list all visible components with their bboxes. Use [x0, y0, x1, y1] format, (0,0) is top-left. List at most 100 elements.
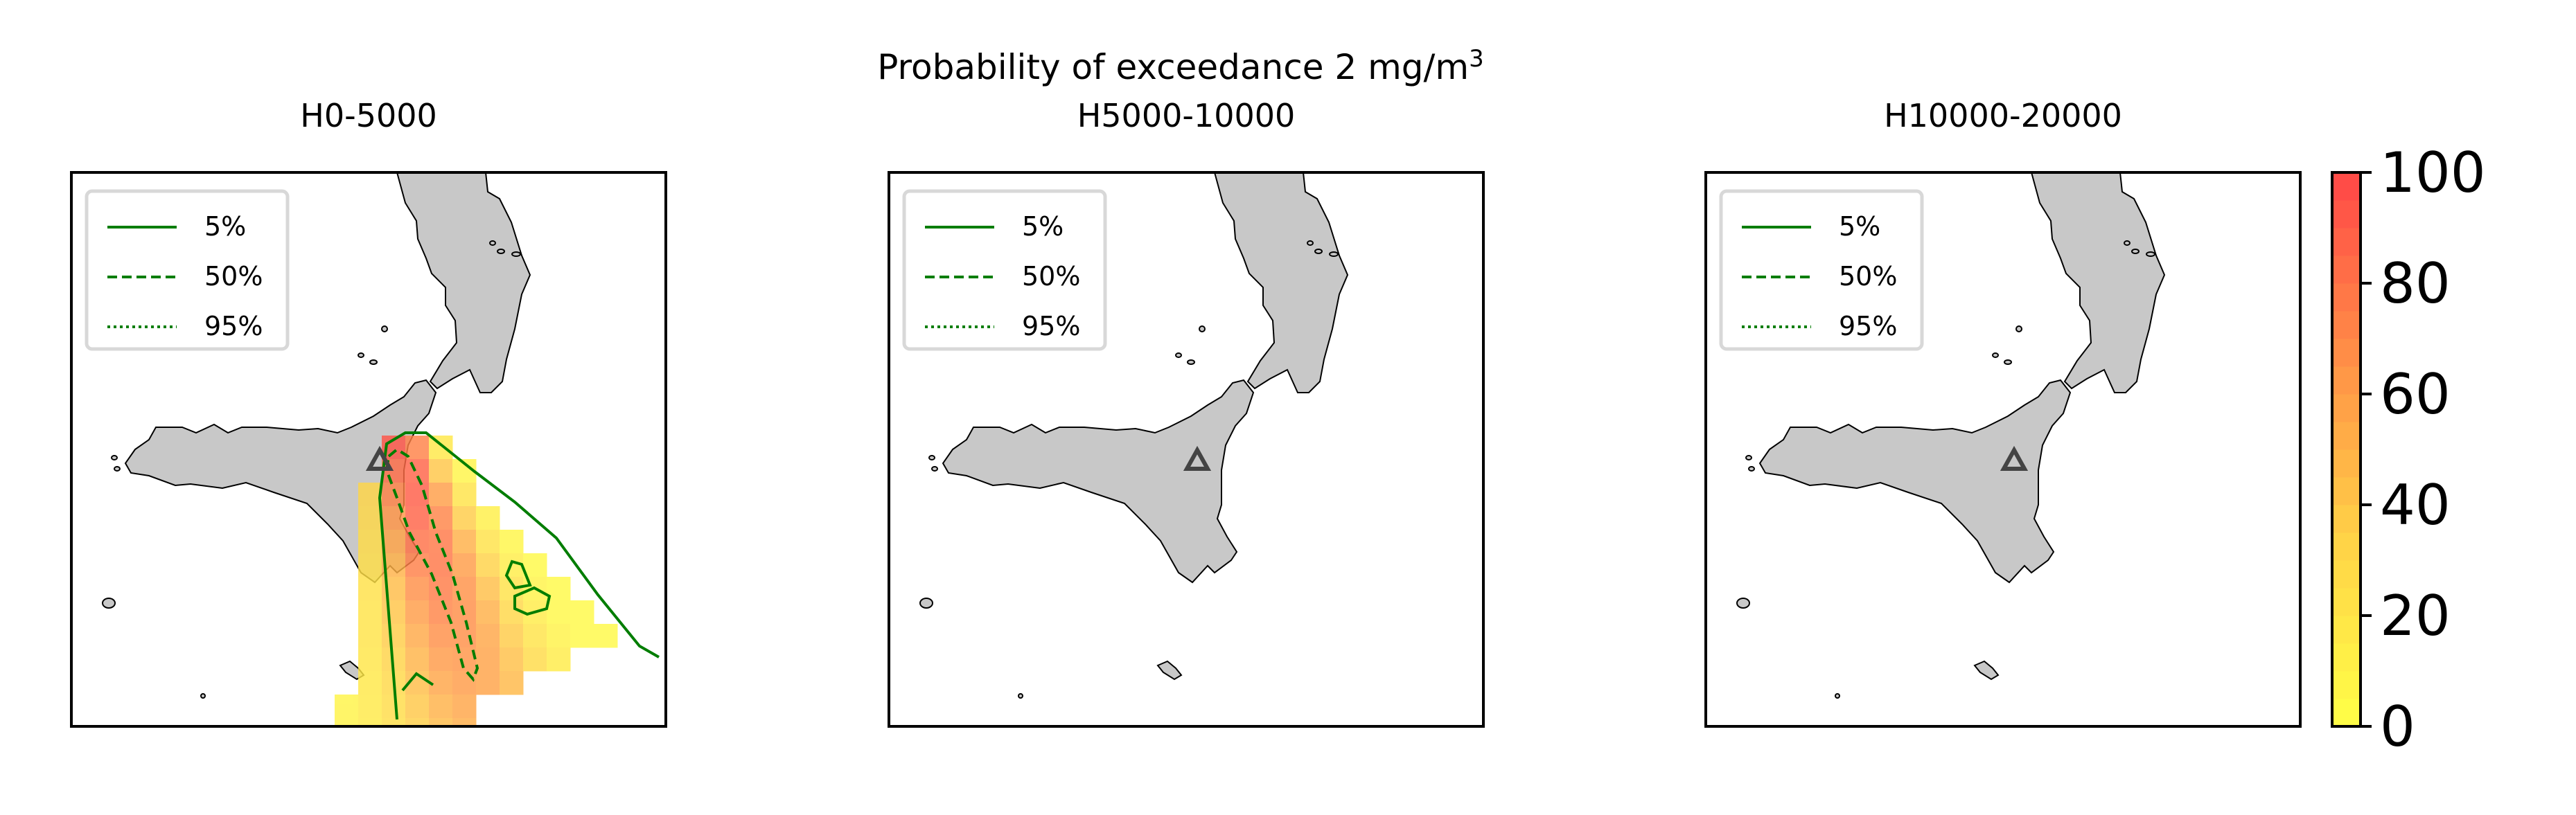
contour-5pct-ring — [513, 586, 552, 616]
probability-cell — [429, 671, 453, 695]
colorbar-tick-label: 60 — [2380, 362, 2451, 427]
legend: 5% 50% 95% — [85, 189, 290, 351]
probability-cell — [476, 506, 500, 530]
probability-cell — [452, 718, 477, 726]
probability-cell — [500, 671, 524, 695]
probability-cell — [429, 647, 453, 672]
probability-cell — [452, 553, 477, 577]
legend-label: 95% — [204, 311, 263, 341]
colorbar-band — [2332, 422, 2361, 450]
colorbar-band — [2332, 256, 2361, 284]
colorbar-band — [2332, 477, 2361, 505]
probability-cell — [405, 647, 430, 672]
colorbar-band — [2332, 200, 2361, 229]
volcano-marker-icon — [1183, 445, 1212, 471]
colorbar: 0 20 40 60 80 100 — [2331, 141, 2486, 759]
panel-title: H0-5000 — [300, 97, 437, 134]
map-panel: H0-5000 5% 50% 95% — [70, 97, 667, 728]
probability-cell — [405, 600, 430, 625]
probability-cell — [476, 647, 500, 672]
probability-cell — [500, 600, 524, 625]
contour-5pct-edge — [401, 672, 434, 692]
legend-label: 5% — [204, 211, 246, 242]
probability-cell — [405, 506, 430, 530]
probability-cell — [382, 600, 406, 625]
probability-cell — [405, 695, 430, 719]
probability-cell — [500, 577, 524, 601]
contour-5pct-ring — [504, 559, 532, 590]
probability-cell — [570, 600, 594, 625]
legend-label: 95% — [1022, 311, 1080, 341]
probability-cell — [452, 483, 477, 507]
legend-box — [85, 189, 290, 351]
colorbar-band — [2332, 172, 2361, 201]
probability-cell — [358, 695, 382, 719]
map-panel: H5000-10000 5% 50% 95% — [888, 97, 1485, 728]
map-frame — [888, 171, 1485, 728]
probability-cell — [358, 647, 382, 672]
colorbar-band — [2332, 699, 2361, 727]
probability-cell — [358, 530, 382, 554]
probability-cell — [429, 459, 453, 483]
probability-cell — [594, 624, 618, 648]
probability-cell — [476, 577, 500, 601]
legend-label: 50% — [1022, 261, 1080, 292]
probability-cell — [476, 530, 500, 554]
probability-cell — [405, 553, 430, 577]
colorbar-tick-label: 100 — [2380, 141, 2486, 205]
probability-cell — [382, 695, 406, 719]
map-frame — [1704, 171, 2302, 728]
contour-50pct — [385, 447, 479, 682]
probability-cell — [358, 600, 382, 625]
map-frame — [70, 171, 667, 728]
probability-cell — [382, 624, 406, 648]
probability-cell — [452, 671, 477, 695]
probability-cell — [382, 530, 406, 554]
probability-cell — [382, 483, 406, 507]
probability-cell — [358, 671, 382, 695]
colorbar-band — [2332, 283, 2361, 312]
panel-title: H10000-20000 — [1884, 97, 2122, 134]
colorbar-band — [2332, 339, 2361, 367]
probability-cell — [570, 624, 594, 648]
suptitle: Probability of exceedance 2 mg/m3 — [877, 45, 1483, 87]
probability-cell — [452, 530, 477, 554]
probability-cell — [452, 577, 477, 601]
colorbar-band — [2332, 505, 2361, 533]
probability-cell — [476, 553, 500, 577]
probability-cell — [429, 483, 453, 507]
legend: 5% 50% 95% — [902, 189, 1107, 351]
probability-cell — [335, 718, 359, 726]
probability-cell — [500, 530, 524, 554]
probability-cell — [358, 577, 382, 601]
colorbar-band — [2332, 588, 2361, 616]
probability-cell — [405, 436, 430, 460]
legend-label: 5% — [1839, 211, 1880, 242]
colorbar-tick-label: 80 — [2380, 251, 2451, 316]
colorbar-band — [2332, 449, 2361, 478]
colorbar-band — [2332, 643, 2361, 672]
map-panels: H0-50005%50%95%H5000-100005%50%95%H10000… — [70, 97, 2302, 728]
probability-cell — [429, 624, 453, 648]
legend-label: 50% — [1839, 261, 1897, 292]
probability-cell — [476, 671, 500, 695]
colorbar-band — [2332, 532, 2361, 561]
probability-cell — [500, 624, 524, 648]
colorbar-band — [2332, 311, 2361, 339]
probability-cell — [358, 624, 382, 648]
volcano-marker-icon — [365, 445, 394, 471]
legend-label: 95% — [1839, 311, 1897, 341]
colorbar-band — [2332, 616, 2361, 644]
probability-cell — [358, 718, 382, 726]
legend-box — [902, 189, 1107, 351]
legend-box — [1719, 189, 1924, 351]
colorbar-band — [2332, 671, 2361, 699]
panel-title: H5000-10000 — [1077, 97, 1296, 134]
colorbar-band — [2332, 366, 2361, 395]
colorbar-band — [2332, 560, 2361, 589]
colorbar-band — [2332, 394, 2361, 422]
probability-cell — [476, 600, 500, 625]
colorbar-tick-label: 0 — [2380, 695, 2415, 759]
legend: 5% 50% 95% — [1719, 189, 1924, 351]
